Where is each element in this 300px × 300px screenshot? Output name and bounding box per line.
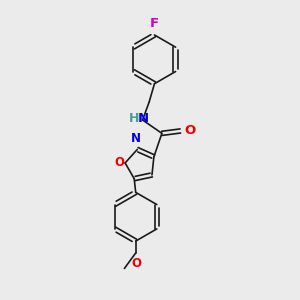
Text: N: N [138, 112, 149, 125]
Text: H: H [128, 112, 139, 125]
Text: O: O [114, 156, 124, 170]
Text: N: N [131, 132, 141, 145]
Text: O: O [131, 256, 141, 270]
Text: F: F [150, 17, 159, 30]
Text: O: O [184, 124, 195, 137]
